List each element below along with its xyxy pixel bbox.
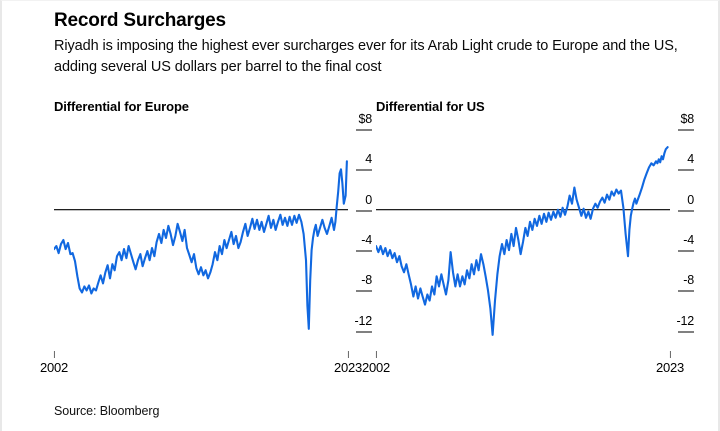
x-tick: 2023: [656, 351, 684, 375]
page-subtitle: Riyadh is imposing the highest ever surc…: [54, 38, 678, 75]
y-tick: $8: [338, 113, 372, 131]
y-tick-dash: [678, 209, 694, 212]
x-tick-label: 2023: [333, 360, 363, 375]
y-tick-label: -12: [354, 313, 373, 328]
series-line: [376, 146, 669, 336]
y-tick-dash: [678, 330, 694, 333]
y-tick: 4: [338, 152, 372, 172]
y-tick-label: 0: [687, 192, 694, 207]
x-tick-mark: [669, 351, 671, 358]
x-tick: 2002: [362, 351, 390, 375]
y-tick-dash: [678, 250, 694, 253]
y-tick-label: -4: [361, 233, 372, 248]
y-tick-dash: [356, 209, 372, 212]
chart-panel-us: Differential for US $8 4 0 -4 -8 -12 2002 2023: [362, 99, 695, 381]
y-tick: 0: [660, 192, 694, 212]
y-tick-label: $8: [680, 112, 694, 126]
y-tick: -8: [660, 273, 694, 293]
x-axis-us: 2002 2023: [362, 351, 684, 381]
line-chart-us: [376, 146, 670, 336]
y-tick: -8: [338, 273, 372, 293]
page-title: Record Surcharges: [54, 10, 226, 31]
plot-area-europe: [54, 129, 348, 351]
x-tick-mark: [347, 351, 349, 358]
x-tick-label: 2023: [655, 360, 685, 375]
y-tick: -12: [338, 313, 373, 333]
y-tick-label: 4: [687, 152, 694, 167]
x-tick-mark: [375, 351, 377, 358]
y-tick: $8: [660, 113, 694, 131]
y-tick-dash: [356, 169, 372, 172]
x-tick-label: 2002: [361, 360, 391, 375]
y-axis-us: $8 4 0 -4 -8 -12: [660, 113, 695, 351]
y-tick-label: -4: [683, 233, 694, 248]
y-tick-label: -8: [361, 273, 372, 288]
y-tick: 0: [338, 192, 372, 212]
y-tick-dash: [678, 169, 694, 172]
y-tick: -12: [660, 313, 695, 333]
x-tick: 2002: [40, 351, 68, 375]
y-tick-dash: [356, 290, 372, 293]
panel-title-europe: Differential for Europe: [54, 99, 189, 114]
panel-title-us: Differential for US: [376, 99, 485, 114]
y-tick-dash: [356, 129, 372, 131]
y-tick-label: -12: [676, 313, 695, 328]
line-chart-europe: [54, 160, 348, 330]
y-tick-dash: [356, 250, 372, 253]
y-tick-dash: [678, 290, 694, 293]
y-axis-europe: $8 4 0 -4 -8 -12: [338, 113, 373, 351]
y-tick-label: -8: [683, 273, 694, 288]
y-tick-label: 0: [365, 192, 372, 207]
y-tick-label: $8: [358, 112, 372, 126]
y-tick: -4: [338, 233, 372, 253]
y-tick: -4: [660, 233, 694, 253]
y-tick-dash: [678, 129, 694, 131]
x-tick-mark: [53, 351, 55, 358]
source-note: Source: Bloomberg: [54, 404, 160, 418]
y-tick-dash: [356, 330, 372, 333]
y-tick: 4: [660, 152, 694, 172]
x-tick-label: 2002: [39, 360, 69, 375]
x-axis-europe: 2002 2023: [40, 351, 362, 381]
x-tick: 2023: [334, 351, 362, 375]
plot-area-us: [376, 129, 670, 351]
y-tick-label: 4: [365, 152, 372, 167]
chart-panel-europe: Differential for Europe $8 4 0 -4 -8 -12 2002…: [40, 99, 373, 381]
series-line: [54, 160, 348, 330]
